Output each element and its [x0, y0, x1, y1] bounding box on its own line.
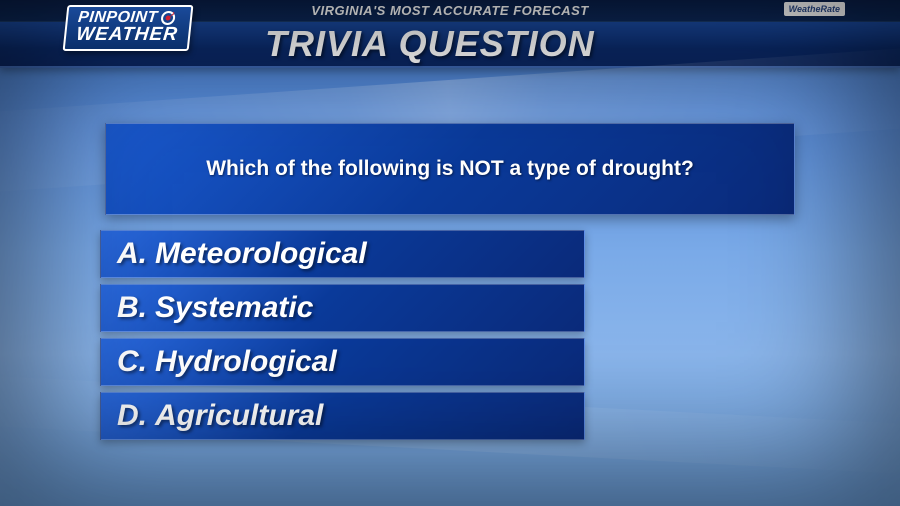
answer-option-c: C. Hydrological: [100, 338, 585, 386]
answer-option-d: D. Agricultural: [100, 392, 585, 440]
title-text: TRIVIA QUESTION: [265, 23, 595, 65]
logo-line2: WEATHER: [75, 25, 179, 44]
logo-box: PINPOINT WEATHER: [63, 5, 194, 51]
question-text: Which of the following is NOT a type of …: [206, 157, 694, 181]
answer-text: Agricultural: [155, 399, 323, 433]
answer-option-b: B. Systematic: [100, 284, 585, 332]
answer-letter: B.: [117, 291, 147, 325]
weatherate-badge: WeatheRate: [784, 2, 845, 16]
pinpoint-weather-logo: PINPOINT WEATHER: [65, 5, 191, 51]
answer-letter: D.: [117, 399, 147, 433]
answers-list: A. Meteorological B. Systematic C. Hydro…: [100, 230, 585, 446]
answer-text: Hydrological: [155, 345, 337, 379]
answer-option-a: A. Meteorological: [100, 230, 585, 278]
question-box: Which of the following is NOT a type of …: [105, 123, 795, 215]
content-area: Which of the following is NOT a type of …: [0, 68, 900, 118]
top-bar-text: VIRGINIA'S MOST ACCURATE FORECAST: [311, 3, 588, 18]
answer-letter: C.: [117, 345, 147, 379]
answer-letter: A.: [117, 237, 147, 271]
answer-text: Systematic: [155, 291, 313, 325]
answer-text: Meteorological: [155, 237, 367, 271]
target-icon: [159, 10, 177, 26]
